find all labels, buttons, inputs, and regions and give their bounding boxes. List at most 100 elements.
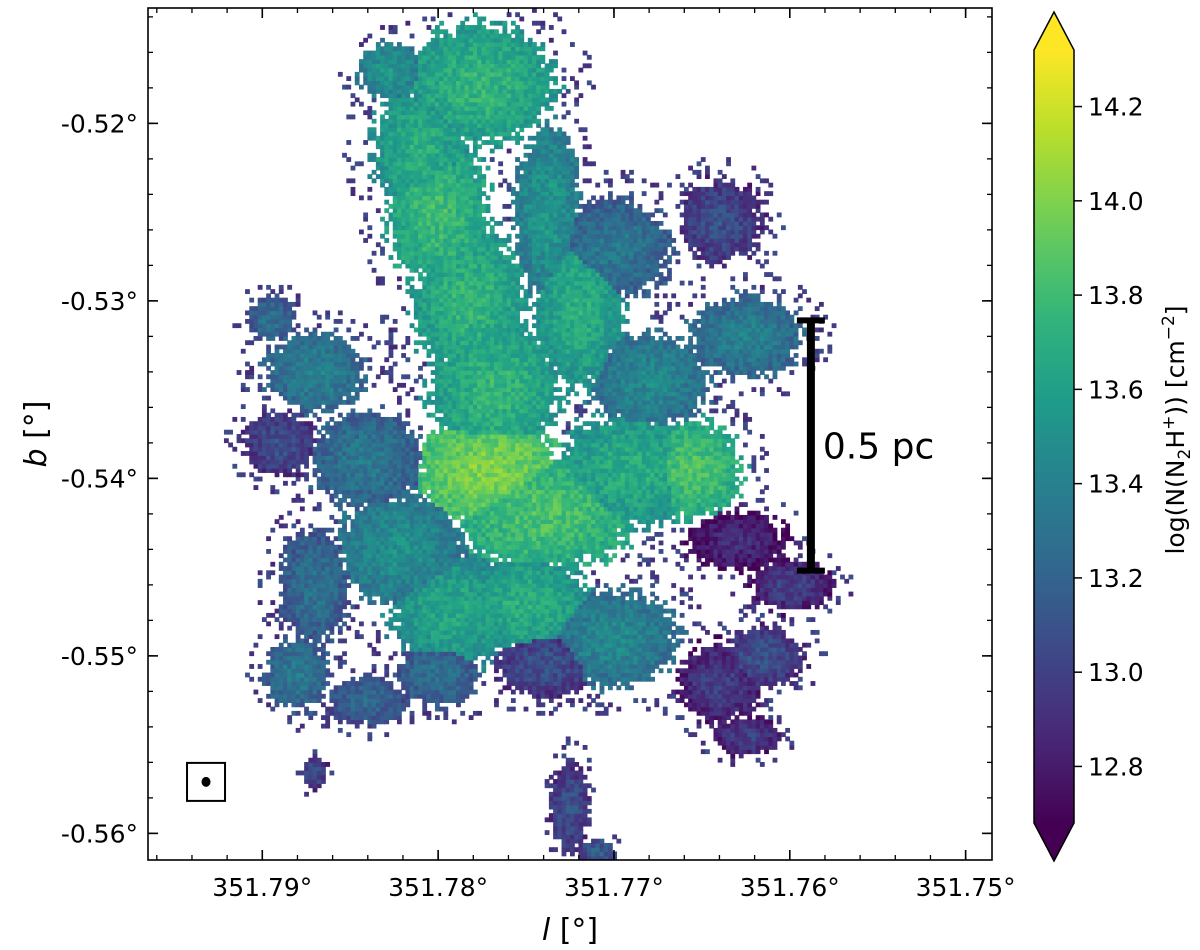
- emission-pixel: [375, 651, 381, 657]
- emission-pixel: [751, 527, 757, 533]
- emission-pixel: [409, 583, 415, 588]
- emission-pixel: [464, 693, 470, 699]
- emission-pixel: [532, 578, 537, 584]
- emission-pixel: [430, 583, 436, 588]
- emission-pixel: [671, 608, 677, 614]
- emission-pixel: [439, 514, 444, 520]
- emission-pixel: [375, 681, 381, 686]
- emission-pixel: [464, 634, 470, 640]
- emission-pixel: [557, 536, 563, 542]
- emission-pixel: [506, 578, 512, 584]
- emission-pixel: [616, 621, 622, 627]
- emission-pixel: [743, 523, 748, 529]
- emission-pixel: [287, 574, 293, 580]
- emission-pixel: [553, 621, 558, 627]
- emission-map: [223, 8, 854, 860]
- emission-pixel: [392, 587, 398, 593]
- emission-pixel: [532, 523, 537, 529]
- emission-pixel: [540, 621, 546, 627]
- emission-pixel: [316, 676, 322, 682]
- emission-pixel: [544, 578, 550, 584]
- emission-pixel: [574, 830, 580, 836]
- emission-pixel: [557, 702, 563, 708]
- emission-pixel: [570, 655, 575, 661]
- emission-pixel: [793, 540, 799, 546]
- emission-pixel: [439, 527, 444, 533]
- emission-pixel: [679, 668, 685, 674]
- emission-pixel: [696, 557, 702, 563]
- emission-pixel: [413, 595, 419, 601]
- emission-pixel: [692, 527, 698, 533]
- emission-pixel: [485, 506, 491, 512]
- emission-pixel: [603, 664, 609, 669]
- emission-pixel: [772, 681, 778, 686]
- emission-pixel: [637, 655, 643, 661]
- emission-pixel: [443, 625, 449, 631]
- emission-pixel: [637, 668, 643, 674]
- emission-pixel: [468, 561, 474, 567]
- emission-pixel: [607, 647, 613, 652]
- emission-pixel: [764, 702, 769, 708]
- emission-pixel: [612, 523, 618, 529]
- emission-pixel: [586, 514, 592, 520]
- emission-pixel: [544, 693, 550, 699]
- emission-pixel: [519, 553, 525, 559]
- emission-pixel: [494, 523, 499, 529]
- emission-pixel: [439, 651, 444, 657]
- emission-pixel: [785, 578, 791, 584]
- emission-pixel: [705, 749, 710, 755]
- emission-pixel: [570, 629, 575, 635]
- emission-pixel: [540, 549, 546, 554]
- emission-pixel: [388, 685, 394, 691]
- emission-pixel: [472, 668, 478, 674]
- emission-pixel: [434, 651, 440, 657]
- emission-pixel: [337, 506, 343, 512]
- emission-pixel: [802, 642, 807, 648]
- emission-pixel: [283, 578, 288, 584]
- emission-pixel: [485, 655, 491, 661]
- emission-pixel: [367, 570, 373, 576]
- emission-pixel: [713, 736, 719, 742]
- emission-pixel: [692, 676, 698, 682]
- emission-pixel: [730, 740, 736, 746]
- emission-pixel: [726, 544, 731, 550]
- emission-pixel: [743, 672, 748, 678]
- emission-pixel: [557, 817, 563, 823]
- emission-pixel: [367, 587, 373, 593]
- emission-pixel: [721, 647, 727, 652]
- emission-pixel: [519, 519, 525, 525]
- emission-pixel: [557, 549, 563, 554]
- emission-pixel: [683, 685, 689, 691]
- emission-pixel: [515, 634, 520, 640]
- emission-pixel: [624, 612, 630, 618]
- emission-pixel: [460, 566, 466, 571]
- emission-pixel: [679, 689, 685, 695]
- emission-pixel: [544, 621, 550, 627]
- emission-pixel: [743, 544, 748, 550]
- emission-pixel: [709, 659, 715, 665]
- emission-pixel: [295, 540, 301, 546]
- emission-pixel: [612, 612, 618, 618]
- emission-pixel: [713, 681, 719, 686]
- emission-pixel: [705, 698, 710, 703]
- emission-pixel: [468, 629, 474, 635]
- emission-pixel: [574, 587, 580, 593]
- emission-pixel: [426, 608, 432, 614]
- emission-pixel: [295, 702, 301, 708]
- emission-pixel: [548, 800, 554, 806]
- emission-pixel: [751, 693, 757, 699]
- emission-pixel: [422, 664, 428, 669]
- emission-pixel: [696, 510, 702, 516]
- emission-pixel: [726, 629, 731, 635]
- emission-pixel: [337, 544, 343, 550]
- emission-pixel: [764, 655, 769, 661]
- emission-pixel: [443, 685, 449, 691]
- emission-pixel: [422, 519, 428, 525]
- emission-pixel: [645, 629, 651, 635]
- emission-pixel: [599, 540, 605, 546]
- emission-pixel: [337, 519, 343, 525]
- emission-pixel: [316, 591, 322, 597]
- emission-pixel: [439, 693, 444, 699]
- emission-pixel: [553, 676, 558, 682]
- emission-pixel: [274, 698, 280, 703]
